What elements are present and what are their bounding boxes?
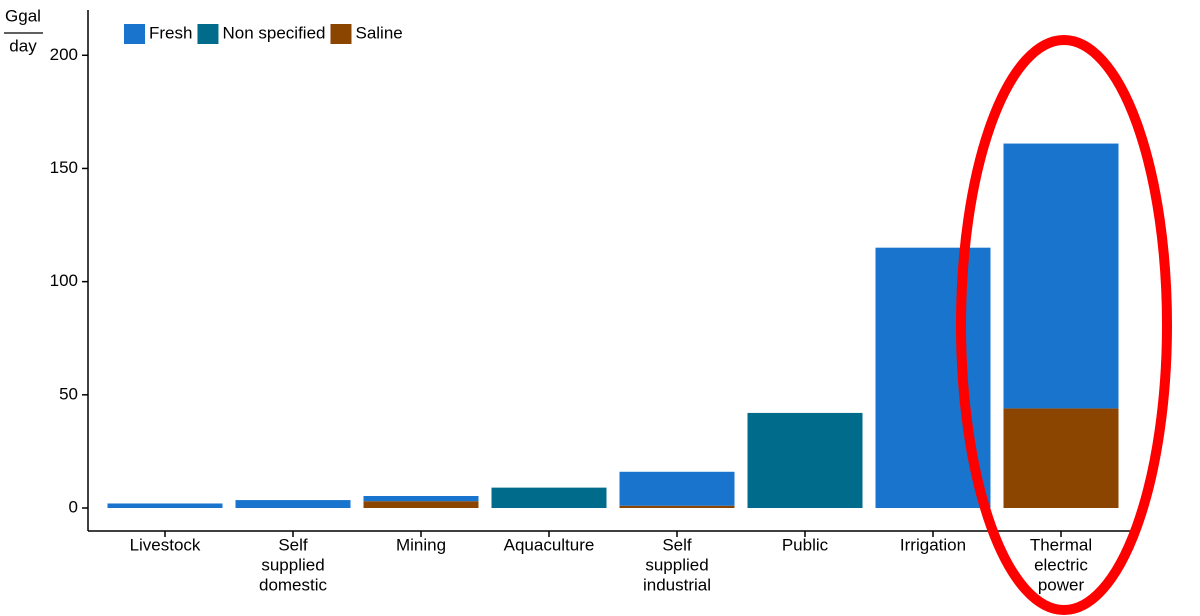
- x-tick-label: supplied: [261, 555, 324, 574]
- x-tick-label: domestic: [259, 575, 328, 594]
- y-axis-label: Ggal: [5, 6, 41, 25]
- y-tick-label: 150: [50, 158, 78, 177]
- bar-segment: [619, 505, 735, 508]
- x-tick-label: Thermal: [1030, 535, 1092, 554]
- bars: [107, 143, 1119, 508]
- x-tick-label: supplied: [645, 555, 708, 574]
- x-tick-label: electric: [1034, 555, 1088, 574]
- bar-segment: [363, 496, 479, 502]
- x-tick-label: Irrigation: [900, 535, 966, 554]
- bar-segment: [491, 487, 607, 508]
- bar-segment: [619, 471, 735, 506]
- legend-label: Saline: [355, 23, 402, 42]
- x-tick-label: industrial: [643, 575, 711, 594]
- y-axis-label: day: [9, 36, 37, 55]
- legend-label: Non specified: [222, 23, 325, 42]
- bar-segment: [363, 501, 479, 508]
- x-tick-label: Livestock: [130, 535, 201, 554]
- x-tick-label: Public: [782, 535, 829, 554]
- legend-swatch: [124, 24, 145, 44]
- y-tick-label: 200: [50, 45, 78, 64]
- legend-swatch: [197, 24, 219, 44]
- y-tick-label: 0: [69, 497, 78, 516]
- highlight-ellipse: [956, 35, 1172, 615]
- bar-segment: [235, 500, 351, 508]
- x-tick-label: Self: [278, 535, 308, 554]
- x-tick-label: Mining: [396, 535, 446, 554]
- bar-segment: [747, 412, 863, 508]
- legend-label: Fresh: [149, 23, 192, 42]
- y-tick-label: 50: [59, 384, 78, 403]
- bar-segment: [1003, 143, 1119, 409]
- bar-segment: [107, 503, 223, 508]
- x-tick-label: power: [1038, 575, 1085, 594]
- bar-segment: [1003, 408, 1119, 508]
- y-tick-label: 100: [50, 271, 78, 290]
- x-tick-label: Self: [662, 535, 692, 554]
- x-tick-label: Aquaculture: [504, 535, 595, 554]
- legend-swatch: [330, 24, 352, 44]
